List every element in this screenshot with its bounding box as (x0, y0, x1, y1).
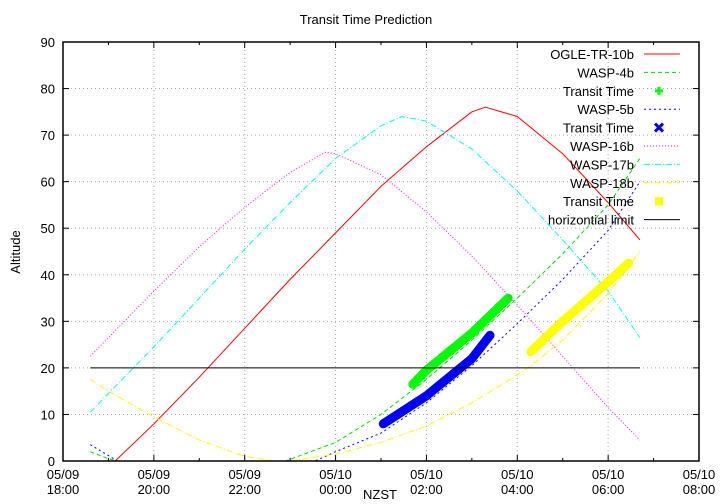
x-tick-date: 05/10 (410, 467, 443, 482)
legend-label: Transit Time (563, 194, 634, 209)
y-tick-label: 40 (41, 268, 55, 283)
series-wasp-5b (90, 181, 641, 462)
legend-label: WASP-18b (570, 176, 634, 191)
y-tick-label: 50 (41, 221, 55, 236)
plot-series (89, 106, 641, 462)
x-tick-time: 22:00 (228, 482, 261, 497)
x-axis-label: NZST (363, 487, 397, 502)
x-tick-time: 04:00 (501, 482, 534, 497)
x-tick-time: 08:00 (683, 482, 716, 497)
legend-square-icon (655, 197, 663, 206)
series-transit-time (408, 293, 513, 389)
legend-label: Transit Time (563, 121, 634, 136)
chart-title: Transit Time Prediction (300, 12, 432, 27)
x-tick-time: 02:00 (410, 482, 443, 497)
legend-label: WASP-16b (570, 139, 634, 154)
x-tick-time: 00:00 (319, 482, 352, 497)
series-wasp-4b (90, 158, 641, 462)
x-tick-date: 05/10 (319, 467, 352, 482)
legend-label: OGLE-TR-10b (550, 47, 634, 62)
x-tick-time: 18:00 (47, 482, 80, 497)
series-ogle-tr-10b (90, 106, 641, 462)
legend-label: WASP-17b (570, 157, 634, 172)
y-tick-label: 70 (41, 128, 55, 143)
chart-legend: OGLE-TR-10b WASP-4b Transit Time WASP-5b Tra… (548, 47, 680, 228)
series-transit-time (378, 330, 495, 429)
legend-label: horizontial limit (548, 213, 634, 228)
y-axis-label: Altitude (8, 230, 23, 273)
x-tick-date: 05/10 (683, 467, 716, 482)
y-tick-label: 60 (41, 175, 55, 190)
legend-cross-icon (653, 122, 665, 133)
series-wasp-18b (90, 251, 641, 462)
y-tick-label: 80 (41, 82, 55, 97)
y-tick-label: 90 (41, 35, 55, 50)
x-tick-date: 05/09 (47, 467, 80, 482)
x-tick-date: 05/10 (501, 467, 534, 482)
y-tick-label: 20 (41, 361, 55, 376)
series-wasp-17b (89, 116, 641, 413)
axis-ticks: 010203040506070809005/0918:0005/0920:000… (41, 35, 716, 497)
legend-label: WASP-5b (577, 102, 634, 117)
y-tick-label: 10 (41, 407, 55, 422)
legend-label: Transit Time (563, 84, 634, 99)
x-tick-time: 06:00 (592, 482, 625, 497)
y-tick-label: 30 (41, 314, 55, 329)
legend-label: WASP-4b (577, 65, 634, 80)
x-tick-date: 05/09 (138, 467, 171, 482)
series-wasp-16b (89, 151, 641, 441)
y-tick-label: 0 (48, 454, 55, 469)
x-tick-time: 20:00 (138, 482, 171, 497)
series-transit-time (526, 258, 634, 357)
x-tick-date: 05/09 (228, 467, 261, 482)
x-tick-date: 05/10 (592, 467, 625, 482)
